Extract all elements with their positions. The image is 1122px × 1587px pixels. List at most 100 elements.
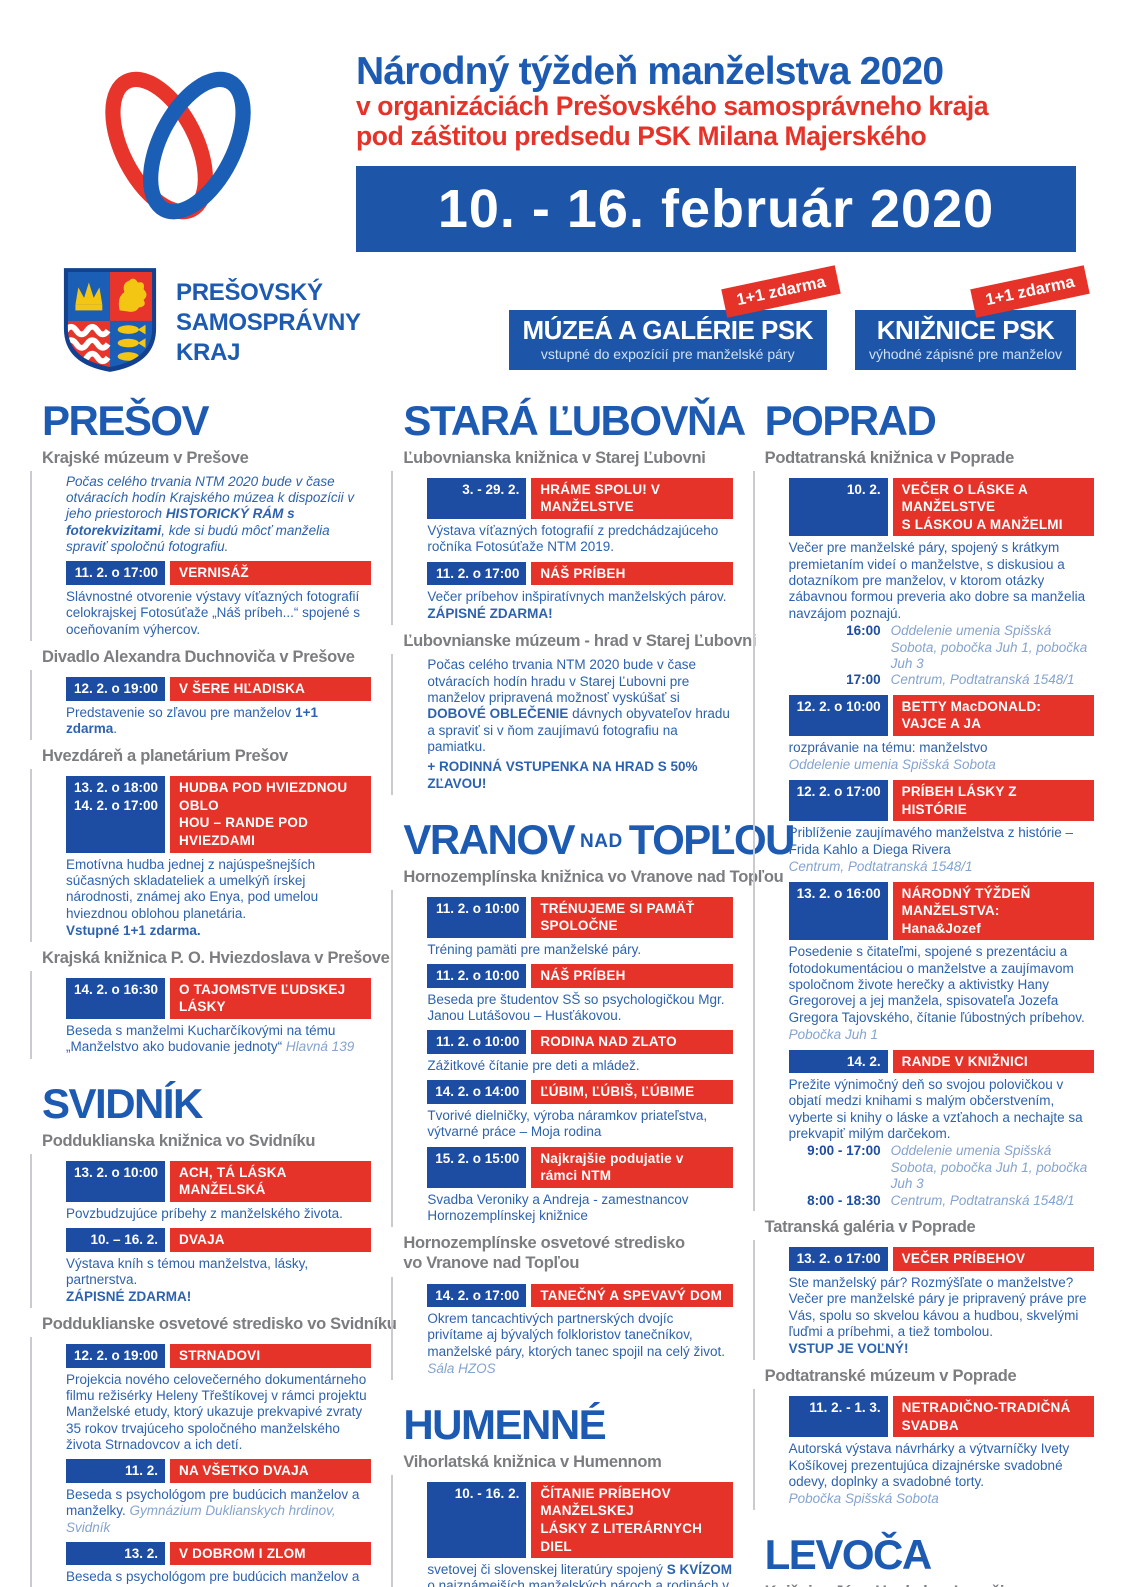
event-badges: 11. 2. - 1. 3. NETRADIČNO-TRADIČNÁ SVADBA <box>788 1396 1094 1438</box>
interlocked-rings-heart-icon <box>105 71 251 220</box>
event-date-badge: 13. 2. o 10:00 <box>66 1160 165 1202</box>
schedule-time: 9:00 - 17:00 <box>807 1143 881 1159</box>
event-badges: 14. 2. o 16:30 O TAJOMSTVE ĽUDSKEJ LÁSKY <box>66 977 372 1019</box>
event-title-badge: Najkrajšie podujatie v rámci NTM <box>531 1146 733 1188</box>
city-title-part: PREŠOV <box>42 396 210 444</box>
event-badges: 13. 2. o 18:00 14. 2. o 17:00 HUDBA POD HV… <box>66 776 372 853</box>
event-description: Prežite výnimočný deň so svojou polovičk… <box>788 1077 1083 1142</box>
event-date-badge: 14. 2. o 14:00 <box>427 1080 527 1104</box>
event-description: Tréning pamäti pre manželské páry. <box>427 941 642 957</box>
banner-title: KNIŽNICE PSK <box>876 314 1055 345</box>
event-description: Posedenie s čitateľmi, spojené s prezent… <box>788 944 1085 1025</box>
event-date-badge: 13. 2. o 16:00 <box>788 881 888 941</box>
event-date-badge: 10. - 16. 2. <box>427 1481 527 1559</box>
text-line: 10. - 16. 2. <box>454 1485 520 1501</box>
venue-name: Hvezdáreň a planetárium Prešov <box>42 746 371 766</box>
event-title-badge: TANEČNÝ A SPEVAVÝ DOM <box>531 1283 733 1308</box>
venue: Podtatranské múzeum v Poprade 11. 2. - 1.… <box>752 1366 1094 1510</box>
text-line: 12. 2. o 19:00 <box>73 681 158 697</box>
venue: Hornozemplínska knižnica vo Vranove nad … <box>391 867 784 1228</box>
event-description: Beseda s manželmi Kucharčíkovými na tému… <box>66 1022 355 1055</box>
text-line: Najkrajšie podujatie v rámci NTM <box>540 1150 684 1184</box>
coat-of-arms-icon <box>63 267 157 372</box>
page-subtitle-2: pod záštitou predsedu PSK Milana Majersk… <box>356 120 927 151</box>
text-line: RANDE V KNIŽNICI <box>901 1053 1028 1069</box>
event-badges: 10. – 16. 2. DVAJA <box>66 1228 372 1252</box>
city-title: STARÁ ĽUBOVŇA <box>403 399 746 442</box>
event-badges: 14. 2. o 17:00 TANEČNÝ A SPEVAVÝ DOM <box>427 1283 733 1308</box>
schedule-place: Oddelenie umenia Spišská Sobota, pobočka… <box>890 1143 1088 1192</box>
text-line: 11. 2. o 17:00 <box>74 565 158 581</box>
event-location: Hlavná 139 <box>285 1039 355 1055</box>
text-line: 13. 2. o 17:00 <box>796 1251 881 1267</box>
event-date-badge: 10. – 16. 2. <box>66 1228 165 1252</box>
city-section: SVIDNÍK Podduklianska knižnica vo Svidník… <box>30 1082 397 1587</box>
column: PREŠOV Krajské múzeum v Prešove Počas celé… <box>30 396 397 1587</box>
text-line: 14. 2. o 16:30 <box>73 981 158 997</box>
event-description: Beseda pre študentov SŠ so psychologičko… <box>427 991 725 1024</box>
event-badges: 12. 2. o 17:00 PRÍBEH LÁSKY Z HISTÓRIE <box>788 780 1094 822</box>
city-title-part: VRANOV <box>403 815 575 863</box>
text-line: Podduklianske osvetové stredisko vo Svid… <box>42 1314 397 1333</box>
text-line: Hana&Jozef <box>901 920 981 936</box>
venue-content: 10. 2. VEČER O LÁSKE A MANŽELSTVE S LÁSKOU… <box>752 470 1094 1212</box>
text-line: Hornozemplínske osvetové stredisko <box>403 1234 685 1253</box>
bold-text: 1+1 zdarma <box>66 704 318 736</box>
event-description: Priblíženie zaujímavého manželstva z his… <box>788 825 1074 857</box>
event-badges: 11. 2. NA VŠETKO DVAJA <box>66 1459 372 1483</box>
event-title-badge: BETTY MacDONALD: VAJCE A JA <box>892 694 1094 737</box>
event-badges: 11. 2. o 10:00 TRÉNUJEME SI PAMÄŤ SPOLOČN… <box>427 896 733 938</box>
venue: Hvezdáreň a planetárium Prešov 13. 2. o 1… <box>30 746 372 942</box>
venue: Ľubovnianska knižnica v Starej Ľubovni 3.… <box>391 448 733 626</box>
text-line: Divadlo Alexandra Duchnoviča v Prešove <box>42 647 355 666</box>
venue: Divadlo Alexandra Duchnoviča v Prešove 12… <box>30 647 372 741</box>
banner-title: MÚZEÁ A GALÉRIE PSK <box>522 314 814 345</box>
text-line: NETRADIČNO-TRADIČNÁ SVADBA <box>901 1400 1071 1433</box>
text-line: 12. 2. o 10:00 <box>796 698 881 714</box>
event-badges: 10. - 16. 2. ČÍTANIE PRÍBEHOV MANŽELSKEJ L… <box>427 1481 733 1559</box>
event-date-badge: 11. 2. o 10:00 <box>427 1030 527 1054</box>
event-location: Sála HZOS <box>427 1361 496 1377</box>
event-description: Okrem tancachtivých partnerských dvojíc … <box>427 1311 725 1359</box>
banner-subtitle: vstupné do expozícií pre manželské páry <box>540 345 795 362</box>
banner-muzea-a-galerie: 1+1 zdarma MÚZEÁ A GALÉRIE PSK vstupné d… <box>508 264 841 370</box>
event-title-badge: HUDBA POD HVIEZDNOU OBLO HOU – RANDE POD … <box>170 776 372 853</box>
ribbon-1plus1-zdarma: 1+1 zdarma <box>720 264 841 318</box>
event-description: Tvorivé dielničky, výroba náramkov priat… <box>427 1107 708 1140</box>
event-badges: 13. 2. V DOBROM I ZLOM <box>66 1541 372 1566</box>
text-line: V ŠERE HĽADISKA <box>179 681 306 697</box>
text-line: 11. 2. <box>124 1463 158 1479</box>
venue: Podduklianske osvetové stredisko vo Svid… <box>30 1314 397 1587</box>
text-line: 3. - 29. 2. <box>462 481 520 497</box>
text-line: Ľubovnianska knižnica v Starej Ľubovni <box>403 448 706 467</box>
venue-name: Knižnica Jána Henkela v Levoči <box>765 1582 1094 1587</box>
city-section: VRANOV NAD TOPĽOU Hornozemplínska knižnica … <box>391 815 795 1380</box>
event-title-badge: NETRADIČNO-TRADIČNÁ SVADBA <box>892 1396 1094 1438</box>
event-title-badge: VEČER PRÍBEHOV <box>892 1247 1094 1271</box>
event-title-badge: ČÍTANIE PRÍBEHOV MANŽELSKEJ LÁSKY Z LITER… <box>531 1481 733 1559</box>
schedule-place: Centrum, Podtatranská 1548/1 <box>890 672 1075 688</box>
event-description: Beseda s psychológom pre budúcich manžel… <box>66 1486 360 1535</box>
bold-text: S KVÍZOM <box>666 1562 732 1578</box>
city-title-part: NAD <box>580 830 623 852</box>
venue-content: 13. 2. o 17:00 VEČER PRÍBEHOV Ste manželsk… <box>752 1240 1094 1361</box>
text-line: LÁSKY Z LITERÁRNYCH DIEL <box>540 1521 703 1554</box>
text-line: VERNISÁŽ <box>179 565 249 581</box>
event-date-badge: 15. 2. o 15:00 <box>427 1146 527 1188</box>
event-date-badge: 3. - 29. 2. <box>427 477 527 519</box>
text-line: PRÍBEH LÁSKY Z HISTÓRIE <box>901 784 1017 817</box>
city-title: LEVOČA <box>765 1533 1094 1576</box>
event-badges: 11. 2. o 10:00 RODINA NAD ZLATO <box>427 1030 733 1054</box>
schedule-time: 16:00 <box>846 623 881 639</box>
text-line: Krajská knižnica P. O. Hviezdoslava v Pr… <box>42 948 390 967</box>
text-line: 12. 2. o 19:00 <box>73 1348 158 1364</box>
text-line: 13. 2. o 16:00 <box>796 885 881 901</box>
event-description: Povzbudzujúce príbehy z manželského živo… <box>66 1205 343 1221</box>
event-badges: 12. 2. o 19:00 V ŠERE HĽADISKA <box>66 677 372 701</box>
event-badges: 3. - 29. 2. HRÁME SPOLU! V MANŽELSTVE <box>427 477 733 519</box>
event-title-badge: NÁRODNÝ TÝŽDEŇ MANŽELSTVA: Hana&Jozef <box>892 881 1094 941</box>
text-line: Knižnica Jána Henkela v Levoči <box>765 1582 1094 1587</box>
event-title-badge: ĽÚBIM, ĽÚBIŠ, ĽÚBIME <box>531 1080 733 1104</box>
header-title-block: Národný týždeň manželstva 2020 v organiz… <box>356 52 1076 252</box>
